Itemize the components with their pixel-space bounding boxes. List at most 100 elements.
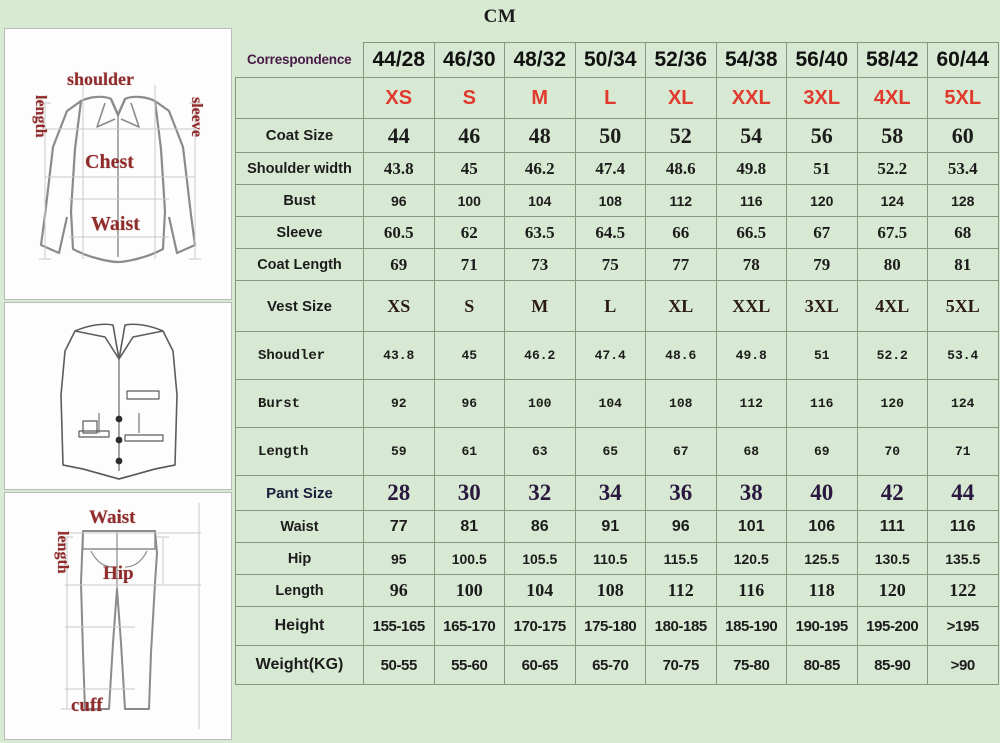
body-0-cell-2: 170-175 — [504, 606, 576, 646]
pant-2-cell-7: 120 — [856, 574, 928, 607]
coat-3-cell-0: 69 — [363, 248, 435, 281]
correspondence-cell-3: 50/34 — [574, 42, 646, 78]
vest-size-cell-3: L — [574, 280, 646, 332]
body-1-cell-2: 60-65 — [504, 645, 576, 685]
correspondence-cell-2: 48/32 — [504, 42, 576, 78]
letter-size-label — [235, 77, 364, 119]
vest-0-cell-6: 51 — [786, 331, 858, 380]
coat-1-cell-2: 104 — [504, 184, 576, 217]
coat-2-cell-5: 66.5 — [715, 216, 787, 249]
pant-size-cell-4: 36 — [645, 475, 717, 511]
body-0-cell-7: 195-200 — [856, 606, 928, 646]
vest-2-cell-0: 59 — [363, 427, 435, 476]
coat-0-cell-1: 45 — [433, 152, 505, 185]
vest-1-row: Burst 92 96 100 104 108 112 116 120 124 — [235, 379, 999, 428]
coat-0-cell-5: 49.8 — [715, 152, 787, 185]
pant-size-cell-5: 38 — [715, 475, 787, 511]
coat-2-cell-3: 64.5 — [574, 216, 646, 249]
coat-3-cell-7: 80 — [856, 248, 928, 281]
coat-2-row: Sleeve 60.5 62 63.5 64.5 66 66.5 67 67.5 68 — [235, 216, 999, 249]
vest-size-cell-6: 3XL — [786, 280, 858, 332]
correspondence-cell-6: 56/40 — [786, 42, 858, 78]
letter-size-cell-7: 4XL — [856, 77, 928, 119]
pant-size-cell-0: 28 — [363, 475, 435, 511]
pant-2-cell-8: 122 — [927, 574, 999, 607]
vest-2-cell-7: 70 — [856, 427, 928, 476]
body-1-label: Weight(KG) — [235, 645, 364, 685]
vest-1-cell-8: 124 — [927, 379, 999, 428]
coat-size-cell-7: 58 — [856, 118, 928, 153]
coat-size-cell-4: 52 — [645, 118, 717, 153]
vest-size-cell-2: M — [504, 280, 576, 332]
pant-size-cell-6: 40 — [786, 475, 858, 511]
coat-size-row: Coat Size 44 46 48 50 52 54 56 58 60 — [235, 118, 999, 153]
pant-size-cell-8: 44 — [927, 475, 999, 511]
vest-2-row: Length 59 61 63 65 67 68 69 70 71 — [235, 427, 999, 476]
coat-0-label: Shoulder width — [235, 152, 364, 185]
size-chart-table: Correspondence 44/28 46/30 48/32 50/34 52/36 5… — [235, 42, 999, 685]
pant-0-cell-4: 96 — [645, 510, 717, 543]
pant-2-cell-0: 96 — [363, 574, 435, 607]
correspondence-label: Correspondence — [235, 42, 364, 78]
vest-2-label: Length — [235, 427, 364, 476]
pant-size-cell-3: 34 — [574, 475, 646, 511]
coat-3-label: Coat Length — [235, 248, 364, 281]
vest-0-cell-5: 49.8 — [715, 331, 787, 380]
pant-1-cell-0: 95 — [363, 542, 435, 575]
pant-2-cell-6: 118 — [786, 574, 858, 607]
correspondence-cell-7: 58/42 — [856, 42, 928, 78]
coat-size-label: Coat Size — [235, 118, 364, 153]
coat-label-shoulder: shoulder — [67, 69, 135, 89]
vest-1-cell-2: 100 — [504, 379, 576, 428]
coat-0-cell-7: 52.2 — [856, 152, 928, 185]
letter-size-cell-0: XS — [363, 77, 435, 119]
body-0-cell-5: 185-190 — [715, 606, 787, 646]
correspondence-cell-0: 44/28 — [363, 42, 435, 78]
coat-size-cell-3: 50 — [574, 118, 646, 153]
pant-2-cell-2: 104 — [504, 574, 576, 607]
pant-1-cell-3: 110.5 — [574, 542, 646, 575]
pant-size-cell-2: 32 — [504, 475, 576, 511]
vest-size-cell-5: XXL — [715, 280, 787, 332]
coat-2-cell-4: 66 — [645, 216, 717, 249]
illustrations-column: shoulder length sleeve Chest Waist — [4, 28, 232, 740]
pant-0-cell-1: 81 — [433, 510, 505, 543]
vest-drawing — [60, 323, 178, 480]
coat-0-cell-2: 46.2 — [504, 152, 576, 185]
body-0-cell-3: 175-180 — [574, 606, 646, 646]
suit-jacket-drawing — [39, 85, 201, 264]
coat-size-cell-1: 46 — [433, 118, 505, 153]
correspondence-cell-5: 54/38 — [715, 42, 787, 78]
vest-0-cell-3: 47.4 — [574, 331, 646, 380]
coat-label-waist: Waist — [91, 213, 140, 235]
coat-size-cell-0: 44 — [363, 118, 435, 153]
letter-size-cell-8: 5XL — [927, 77, 999, 119]
size-chart-body: Correspondence 44/28 46/30 48/32 50/34 52/36 5… — [235, 42, 999, 685]
vest-0-row: Shoudler 43.8 45 46.2 47.4 48.6 49.8 51 52.2 53.4 — [235, 331, 999, 380]
coat-1-cell-3: 108 — [574, 184, 646, 217]
body-1-cell-3: 65-70 — [574, 645, 646, 685]
body-0-row: Height 155-165 165-170 170-175 175-180 180-18… — [235, 606, 999, 646]
body-0-cell-6: 190-195 — [786, 606, 858, 646]
vest-2-cell-6: 69 — [786, 427, 858, 476]
vest-size-row: Vest Size XS S M L XL XXL 3XL 4XL 5XL — [235, 280, 999, 332]
pant-1-cell-5: 120.5 — [715, 542, 787, 575]
body-1-cell-1: 55-60 — [433, 645, 505, 685]
pant-1-cell-7: 130.5 — [856, 542, 928, 575]
body-0-cell-4: 180-185 — [645, 606, 717, 646]
pant-size-cell-1: 30 — [433, 475, 505, 511]
pant-label-cuff: cuff — [71, 695, 103, 716]
pant-label-waist: Waist — [89, 507, 136, 528]
vest-size-cell-1: S — [433, 280, 505, 332]
vest-size-cell-7: 4XL — [856, 280, 928, 332]
vest-2-cell-2: 63 — [504, 427, 576, 476]
vest-1-cell-1: 96 — [433, 379, 505, 428]
pant-0-cell-5: 101 — [715, 510, 787, 543]
body-1-cell-8: >90 — [927, 645, 999, 685]
letter-size-cell-1: S — [433, 77, 505, 119]
pant-0-cell-7: 111 — [856, 510, 928, 543]
coat-3-cell-2: 73 — [504, 248, 576, 281]
vest-0-label: Shoudler — [235, 331, 364, 380]
body-1-cell-6: 80-85 — [786, 645, 858, 685]
